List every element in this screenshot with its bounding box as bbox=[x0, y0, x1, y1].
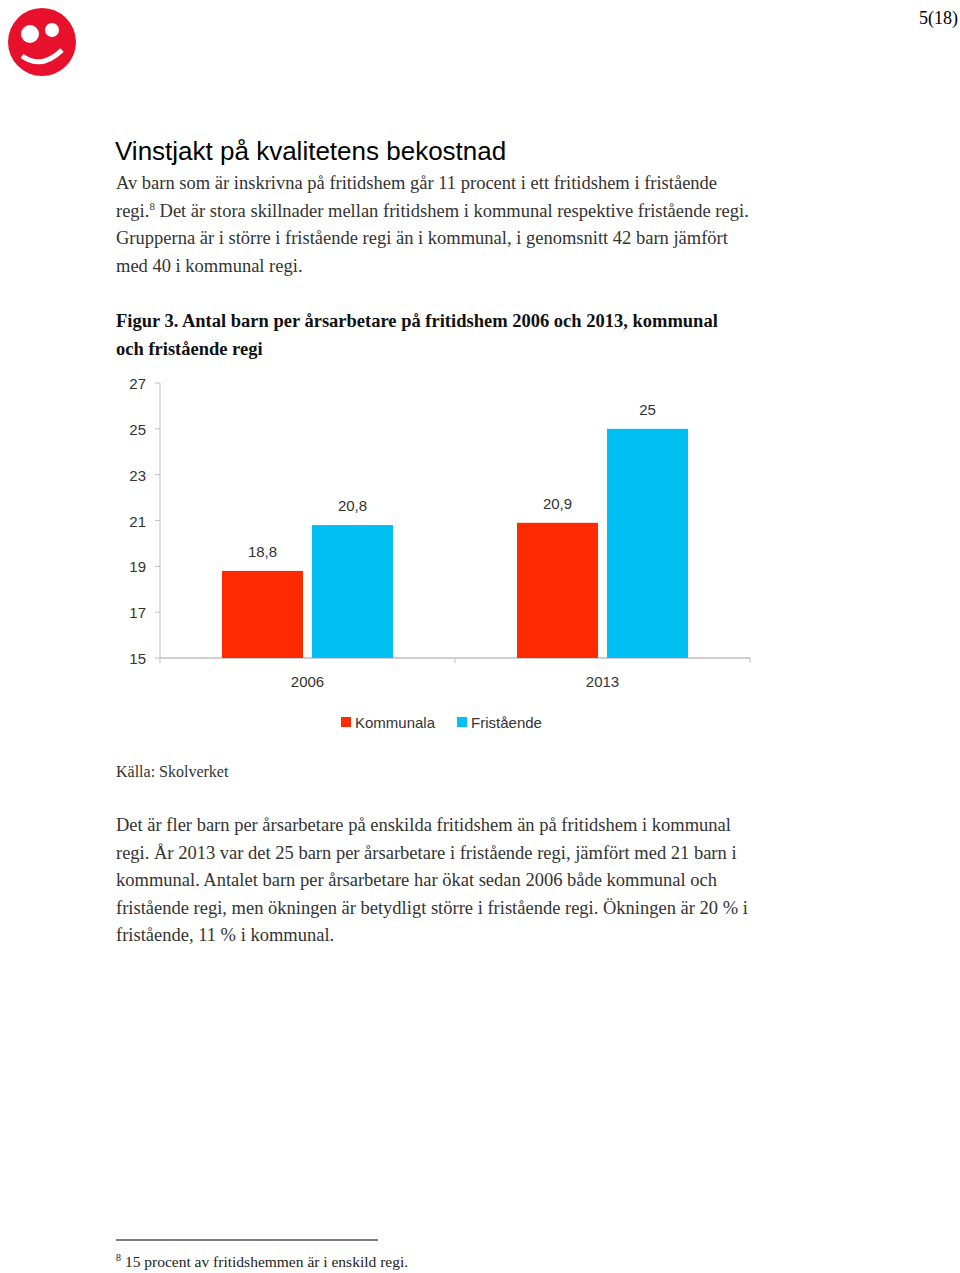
legend-swatch bbox=[341, 717, 351, 727]
bar bbox=[222, 571, 303, 658]
footnote-rule bbox=[116, 1240, 378, 1241]
data-label: 18,8 bbox=[248, 543, 277, 560]
x-tick bbox=[455, 658, 456, 663]
bar bbox=[607, 429, 688, 658]
x-tick-label: 2013 bbox=[586, 673, 619, 690]
figure-caption: och fristående regi bbox=[116, 339, 263, 359]
y-tick bbox=[155, 520, 160, 521]
text-line: regi. År 2013 var det 25 barn per årsarb… bbox=[116, 843, 737, 863]
y-tick-label: 19 bbox=[129, 558, 146, 575]
text-segment: Det är stora skillnader mellan fritidshe… bbox=[155, 201, 749, 221]
logo-detail bbox=[21, 25, 39, 43]
figure-caption: Figur 3. Antal barn per årsarbetare på f… bbox=[116, 311, 718, 331]
chart: 15 17 19 21 23 25 27 18,8 20,8 20,9 25 2006 2013 Komm… bbox=[129, 375, 750, 731]
x-tick bbox=[750, 658, 751, 663]
data-labels: 18,8 20,8 20,9 25 bbox=[248, 401, 656, 560]
legend-label: Fristående bbox=[471, 714, 542, 731]
data-label: 20,9 bbox=[543, 495, 572, 512]
text-line: fristående regi, men ökningen är betydli… bbox=[116, 898, 748, 918]
text-segment: regi. bbox=[116, 201, 149, 221]
data-label: 20,8 bbox=[338, 497, 367, 514]
y-tick bbox=[155, 658, 160, 659]
bar bbox=[517, 523, 598, 658]
footnote-text: 15 procent av fritidshemmen är i enskild… bbox=[121, 1253, 408, 1270]
y-tick-label: 27 bbox=[129, 375, 146, 392]
source: Källa: Skolverket bbox=[116, 763, 229, 780]
legend: Kommunala Fristående bbox=[341, 714, 542, 731]
y-tick-label: 17 bbox=[129, 604, 146, 621]
y-tick-label: 15 bbox=[129, 650, 146, 667]
y-tick-label: 25 bbox=[129, 421, 146, 438]
page: 5(18) Vinstjakt på kvalitetens bekostnad A… bbox=[0, 0, 960, 1273]
page-svg: 5(18) Vinstjakt på kvalitetens bekostnad A… bbox=[0, 0, 960, 1273]
y-tick bbox=[155, 474, 160, 475]
text-line: regi.8 Det är stora skillnader mellan fr… bbox=[116, 200, 749, 221]
text-line: Grupperna är i större i fristående regi … bbox=[116, 228, 729, 248]
x-tick-label: 2006 bbox=[291, 673, 324, 690]
legend-label: Kommunala bbox=[355, 714, 436, 731]
y-tick-label: 23 bbox=[129, 467, 146, 484]
bar bbox=[312, 525, 393, 658]
footnote: 8 15 procent av fritidshemmen är i enski… bbox=[116, 1252, 408, 1270]
text-line: Det är fler barn per årsarbetare på ensk… bbox=[116, 815, 731, 835]
logo-detail bbox=[45, 23, 59, 37]
logo bbox=[8, 8, 76, 76]
text-line: med 40 i kommunal regi. bbox=[116, 256, 303, 276]
text-line: fristående, 11 % i kommunal. bbox=[116, 925, 334, 945]
heading: Vinstjakt på kvalitetens bekostnad bbox=[115, 136, 506, 166]
y-tick bbox=[155, 566, 160, 567]
y-tick bbox=[155, 383, 160, 384]
y-tick bbox=[155, 428, 160, 429]
text-line: Av barn som är inskrivna på fritidshem g… bbox=[116, 173, 717, 193]
logo-rose bbox=[8, 8, 76, 76]
text-line: kommunal. Antalet barn per årsarbetare h… bbox=[116, 870, 717, 890]
data-label: 25 bbox=[639, 401, 656, 418]
page-number: 5(18) bbox=[919, 8, 958, 29]
legend-swatch bbox=[457, 717, 467, 727]
logo-detail bbox=[22, 50, 62, 62]
y-tick-label: 21 bbox=[129, 513, 146, 530]
y-tick bbox=[155, 612, 160, 613]
x-tick bbox=[160, 658, 161, 663]
bars bbox=[222, 429, 688, 658]
